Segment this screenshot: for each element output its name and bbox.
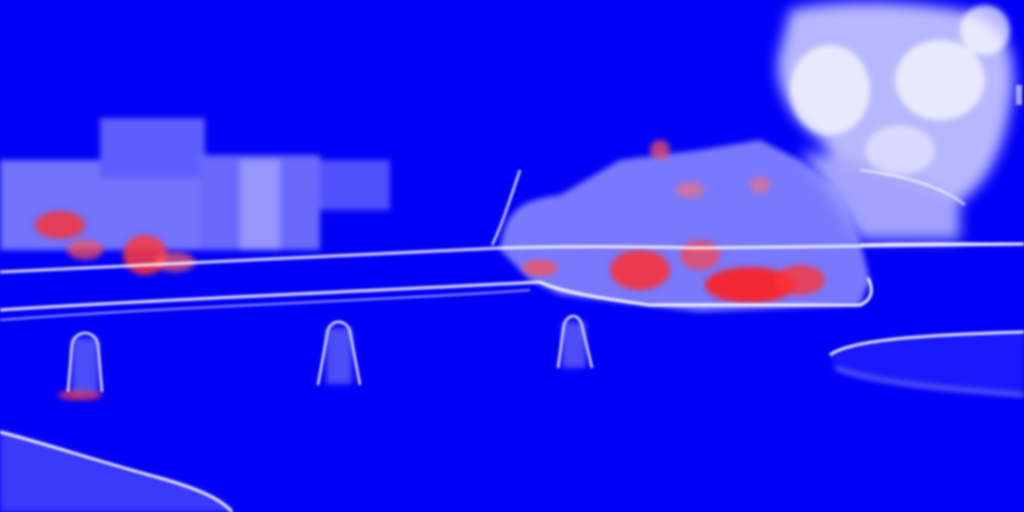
left-buildings: [0, 118, 390, 250]
right-buildings: [500, 140, 870, 312]
tree-highlights: [790, 5, 1010, 175]
post-fills: [72, 322, 586, 392]
boundary-lines: [0, 169, 1024, 321]
edge-marker: [1016, 85, 1022, 105]
sidewalk-right: [829, 330, 1024, 397]
sidewalk-left: [0, 430, 235, 512]
